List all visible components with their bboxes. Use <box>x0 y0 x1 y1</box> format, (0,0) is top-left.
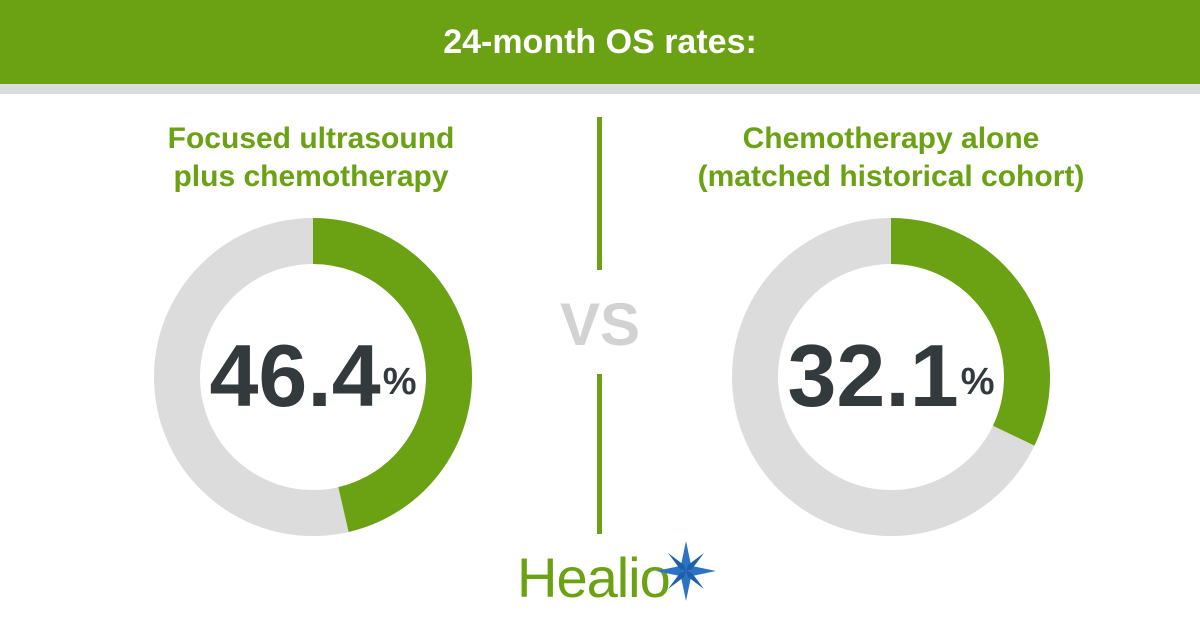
left-value-label: 46.4% <box>153 330 473 422</box>
right-chart-title-line-1: Chemotherapy alone <box>742 122 1040 155</box>
divider-bottom <box>597 374 602 534</box>
right-value-unit: % <box>960 361 995 403</box>
right-chart-title-line-2: (matched historical cohort) <box>697 160 1085 193</box>
left-chart-title: Focused ultrasound plus chemotherapy <box>31 120 591 196</box>
left-donut-value-arc <box>312 218 473 532</box>
left-chart-title-line-1: Focused ultrasound <box>167 122 455 155</box>
left-chart-title-line-2: plus chemotherapy <box>173 160 449 193</box>
left-value-number: 46.4 <box>209 326 381 425</box>
header-banner <box>0 0 1200 84</box>
vs-label: VS <box>559 291 641 358</box>
logo-text: Healio <box>517 546 671 609</box>
healio-star-icon <box>656 541 716 601</box>
right-value-number: 32.1 <box>787 326 959 425</box>
left-donut-chart <box>154 218 473 536</box>
healio-logo: Healio <box>517 540 717 610</box>
right-chart-title: Chemotherapy alone (matched historical c… <box>611 120 1171 196</box>
left-value-unit: % <box>382 361 417 403</box>
right-value-label: 32.1% <box>731 330 1051 422</box>
divider-top <box>597 117 602 270</box>
right-donut-chart <box>732 218 1050 536</box>
header-rule <box>0 84 1200 94</box>
page-title: 24-month OS rates: <box>443 23 757 61</box>
right-donut-value-arc <box>890 218 1050 446</box>
